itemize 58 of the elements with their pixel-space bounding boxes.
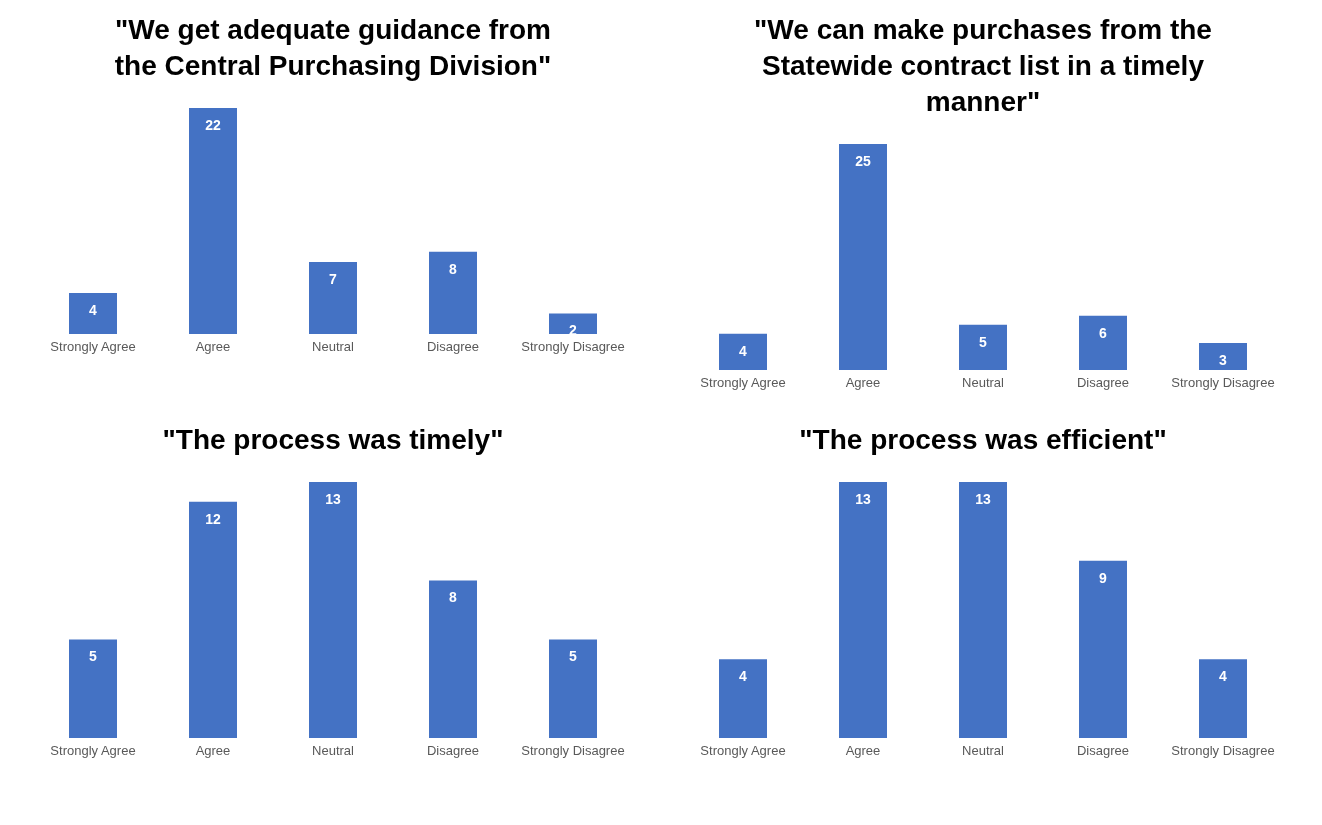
x-tick-label: Disagree bbox=[1076, 375, 1130, 391]
bar bbox=[719, 333, 767, 370]
x-tick-label: Strongly Agree bbox=[50, 743, 136, 759]
bar bbox=[429, 251, 477, 334]
bar bbox=[839, 144, 887, 370]
chart-title: "We can make purchases from the Statewide contract list in a timely manner" bbox=[753, 13, 1213, 119]
bar bbox=[959, 324, 1007, 370]
bar bbox=[1079, 315, 1127, 370]
bar bbox=[189, 108, 237, 334]
data-label: 8 bbox=[449, 589, 458, 606]
chart-title: "The process was efficient" bbox=[798, 423, 1168, 457]
bar bbox=[1199, 342, 1247, 370]
data-label: 4 bbox=[739, 668, 748, 685]
data-label: 4 bbox=[1219, 668, 1228, 685]
data-label: 12 bbox=[205, 510, 221, 527]
x-tick-label: Agree bbox=[195, 339, 231, 355]
x-tick-label: Agree bbox=[845, 743, 881, 759]
data-label: 3 bbox=[1219, 351, 1228, 368]
data-label: 22 bbox=[205, 116, 221, 133]
x-tick-label: Strongly Agree bbox=[50, 339, 136, 355]
x-tick-label: Strongly Agree bbox=[700, 743, 786, 759]
data-label: 4 bbox=[89, 301, 98, 318]
bar bbox=[69, 292, 117, 334]
bar bbox=[549, 313, 597, 334]
data-label: 5 bbox=[569, 648, 578, 665]
chart-title: "The process was timely" bbox=[161, 423, 505, 457]
x-tick-label: Disagree bbox=[426, 339, 480, 355]
bar bbox=[549, 639, 597, 738]
bar bbox=[189, 501, 237, 738]
bar bbox=[309, 262, 357, 334]
bar bbox=[69, 639, 117, 738]
x-tick-label: Disagree bbox=[426, 743, 480, 759]
x-tick-label: Neutral bbox=[962, 743, 1005, 759]
data-label: 6 bbox=[1099, 324, 1108, 341]
bar bbox=[429, 580, 477, 738]
x-tick-label: Strongly Agree bbox=[700, 375, 786, 391]
chart-title: "We get adequate guidance from the Central Purchasing Division" bbox=[113, 13, 553, 83]
x-tick-label: Neutral bbox=[962, 375, 1005, 391]
data-label: 13 bbox=[325, 490, 341, 507]
x-tick-label: Strongly Disagree bbox=[1171, 743, 1275, 759]
x-tick-label: Strongly Disagree bbox=[1171, 375, 1275, 391]
data-label: 4 bbox=[739, 342, 748, 359]
x-tick-label: Strongly Disagree bbox=[521, 339, 625, 355]
data-label: 8 bbox=[449, 260, 458, 277]
x-tick-label: Disagree bbox=[1076, 743, 1130, 759]
x-tick-label: Neutral bbox=[312, 743, 355, 759]
data-label: 7 bbox=[329, 271, 338, 288]
bar bbox=[309, 482, 357, 738]
x-tick-label: Agree bbox=[195, 743, 231, 759]
data-label: 13 bbox=[855, 490, 871, 507]
data-label: 5 bbox=[89, 648, 98, 665]
x-tick-label: Agree bbox=[845, 375, 881, 391]
data-label: 5 bbox=[979, 333, 988, 350]
data-label: 9 bbox=[1099, 569, 1108, 586]
data-label: 25 bbox=[855, 152, 871, 169]
x-tick-label: Neutral bbox=[312, 339, 355, 355]
x-tick-label: Strongly Disagree bbox=[521, 743, 625, 759]
data-label: 13 bbox=[975, 490, 991, 507]
